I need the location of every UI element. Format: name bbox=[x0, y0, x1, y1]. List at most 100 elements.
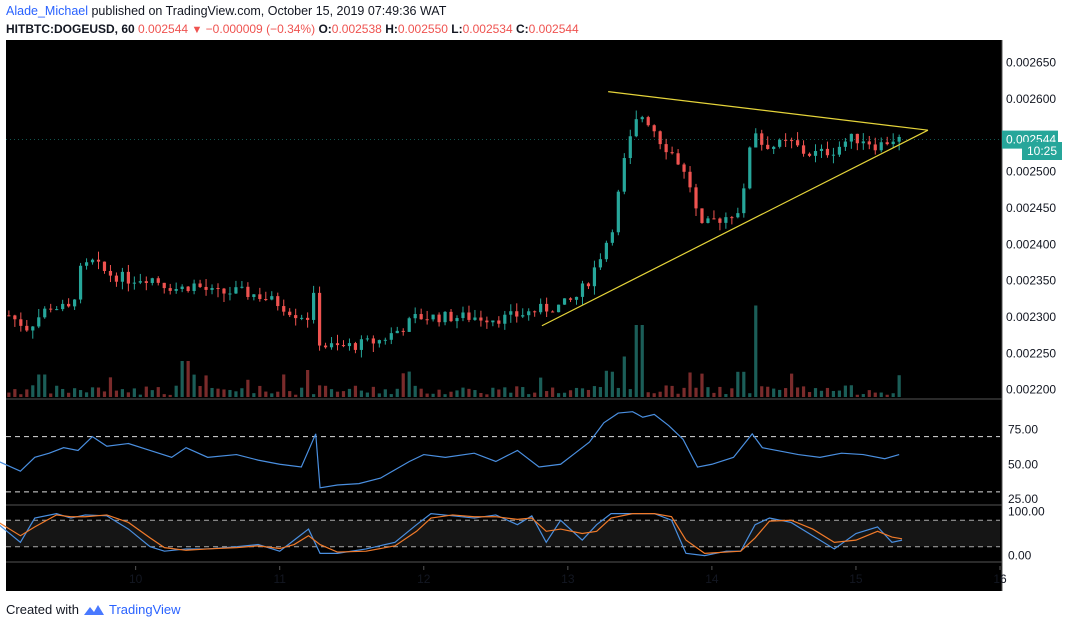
volume-bar bbox=[156, 387, 160, 397]
volume-bar bbox=[341, 391, 346, 397]
candle-body bbox=[359, 339, 364, 350]
stoch-pane[interactable] bbox=[0, 513, 1000, 557]
volume-bar bbox=[312, 394, 316, 397]
volume-bar bbox=[317, 385, 322, 397]
candle-body bbox=[551, 311, 555, 313]
candle-body bbox=[228, 293, 232, 295]
volume-bar bbox=[150, 390, 154, 397]
volume-bar bbox=[13, 389, 17, 397]
tradingview-brand[interactable]: TradingView bbox=[108, 602, 181, 617]
volume-bar bbox=[533, 392, 537, 397]
volume-bar bbox=[539, 377, 543, 397]
rsi-pane[interactable] bbox=[0, 411, 1000, 493]
author-link[interactable]: Alade_Michael bbox=[6, 4, 88, 18]
volume-bar bbox=[43, 374, 47, 397]
candle-body bbox=[694, 187, 698, 209]
volume-bar bbox=[622, 356, 626, 397]
volume-bar bbox=[766, 386, 770, 397]
price-pane[interactable] bbox=[6, 91, 1000, 397]
volume-bar bbox=[276, 391, 280, 397]
candle-body bbox=[19, 319, 23, 326]
volume-bar bbox=[240, 388, 244, 397]
candle-body bbox=[240, 286, 244, 288]
time-axis-label: 14 bbox=[705, 572, 719, 586]
volume-bar bbox=[562, 392, 567, 397]
candle-body bbox=[485, 320, 489, 323]
volume-bar bbox=[174, 385, 178, 397]
volume-bar bbox=[849, 385, 853, 397]
candle-body bbox=[724, 217, 728, 223]
created-with-label: Created with bbox=[6, 602, 79, 617]
candle-body bbox=[306, 317, 310, 320]
candle-body bbox=[491, 320, 495, 323]
low-label: L: bbox=[451, 22, 463, 36]
candle-body bbox=[813, 151, 818, 156]
volume-bar bbox=[592, 386, 597, 397]
volume-bar bbox=[712, 392, 716, 397]
candle-body bbox=[73, 299, 77, 307]
candle-body bbox=[825, 148, 830, 156]
volume-bar bbox=[180, 361, 184, 397]
candle-body bbox=[413, 314, 417, 319]
stoch-k-line bbox=[0, 513, 903, 557]
time-axis-label: 15 bbox=[849, 572, 863, 586]
trendline bbox=[541, 129, 929, 327]
candle-body bbox=[580, 283, 585, 297]
volume-bar bbox=[138, 394, 142, 397]
time-axis-label: 13 bbox=[561, 572, 575, 586]
candle-body bbox=[837, 146, 842, 155]
rsi-axis-label: 25.00 bbox=[1008, 492, 1038, 506]
volume-bar bbox=[706, 387, 710, 397]
candle-body bbox=[443, 311, 447, 323]
volume-bar bbox=[108, 377, 113, 397]
volume-bar bbox=[580, 388, 585, 397]
rsi-axis-label: 50.00 bbox=[1008, 457, 1038, 471]
candle-body bbox=[371, 338, 375, 344]
volume-bar bbox=[126, 392, 130, 397]
candle-body bbox=[276, 296, 280, 307]
candle-body bbox=[55, 309, 59, 311]
volume-bar bbox=[270, 393, 274, 397]
candle-body bbox=[521, 315, 525, 317]
volume-bar bbox=[365, 392, 369, 397]
volume-bar bbox=[449, 391, 453, 397]
volume-bar bbox=[162, 394, 166, 397]
volume-bar bbox=[67, 392, 71, 397]
candle-body bbox=[736, 213, 740, 218]
candle-body bbox=[760, 133, 764, 145]
candle-body bbox=[730, 217, 734, 219]
candle-body bbox=[126, 271, 130, 284]
last-price: 0.002544 bbox=[138, 22, 189, 36]
candle-body bbox=[562, 298, 567, 305]
volume-bar bbox=[497, 389, 501, 397]
volume-bar bbox=[288, 391, 292, 397]
volume-bar bbox=[813, 388, 818, 397]
candle-body bbox=[509, 311, 513, 315]
volume-bar bbox=[335, 391, 340, 397]
volume-bar bbox=[120, 389, 125, 397]
volume-bar bbox=[825, 387, 830, 397]
volume-bar bbox=[861, 394, 865, 397]
volume-bar bbox=[772, 388, 776, 397]
candle-body bbox=[377, 340, 381, 344]
candle-body bbox=[407, 318, 411, 332]
volume-bar bbox=[574, 387, 579, 397]
volume-bar bbox=[867, 390, 871, 397]
volume-bar bbox=[425, 393, 429, 397]
volume-bar bbox=[503, 387, 507, 397]
volume-bar bbox=[527, 394, 531, 397]
footer: Created with TradingView bbox=[6, 602, 181, 617]
volume-bar bbox=[819, 390, 824, 397]
candle-body bbox=[700, 208, 704, 223]
candle-body bbox=[204, 286, 208, 290]
volume-bar bbox=[377, 393, 381, 397]
volume-bar bbox=[491, 387, 495, 397]
candle-body bbox=[61, 303, 65, 310]
candle-body bbox=[873, 144, 877, 151]
volume-bar bbox=[329, 389, 334, 397]
volume-bar bbox=[258, 385, 262, 397]
volume-bar bbox=[61, 388, 65, 397]
candle-body bbox=[718, 218, 722, 223]
volume-bar bbox=[521, 387, 525, 397]
